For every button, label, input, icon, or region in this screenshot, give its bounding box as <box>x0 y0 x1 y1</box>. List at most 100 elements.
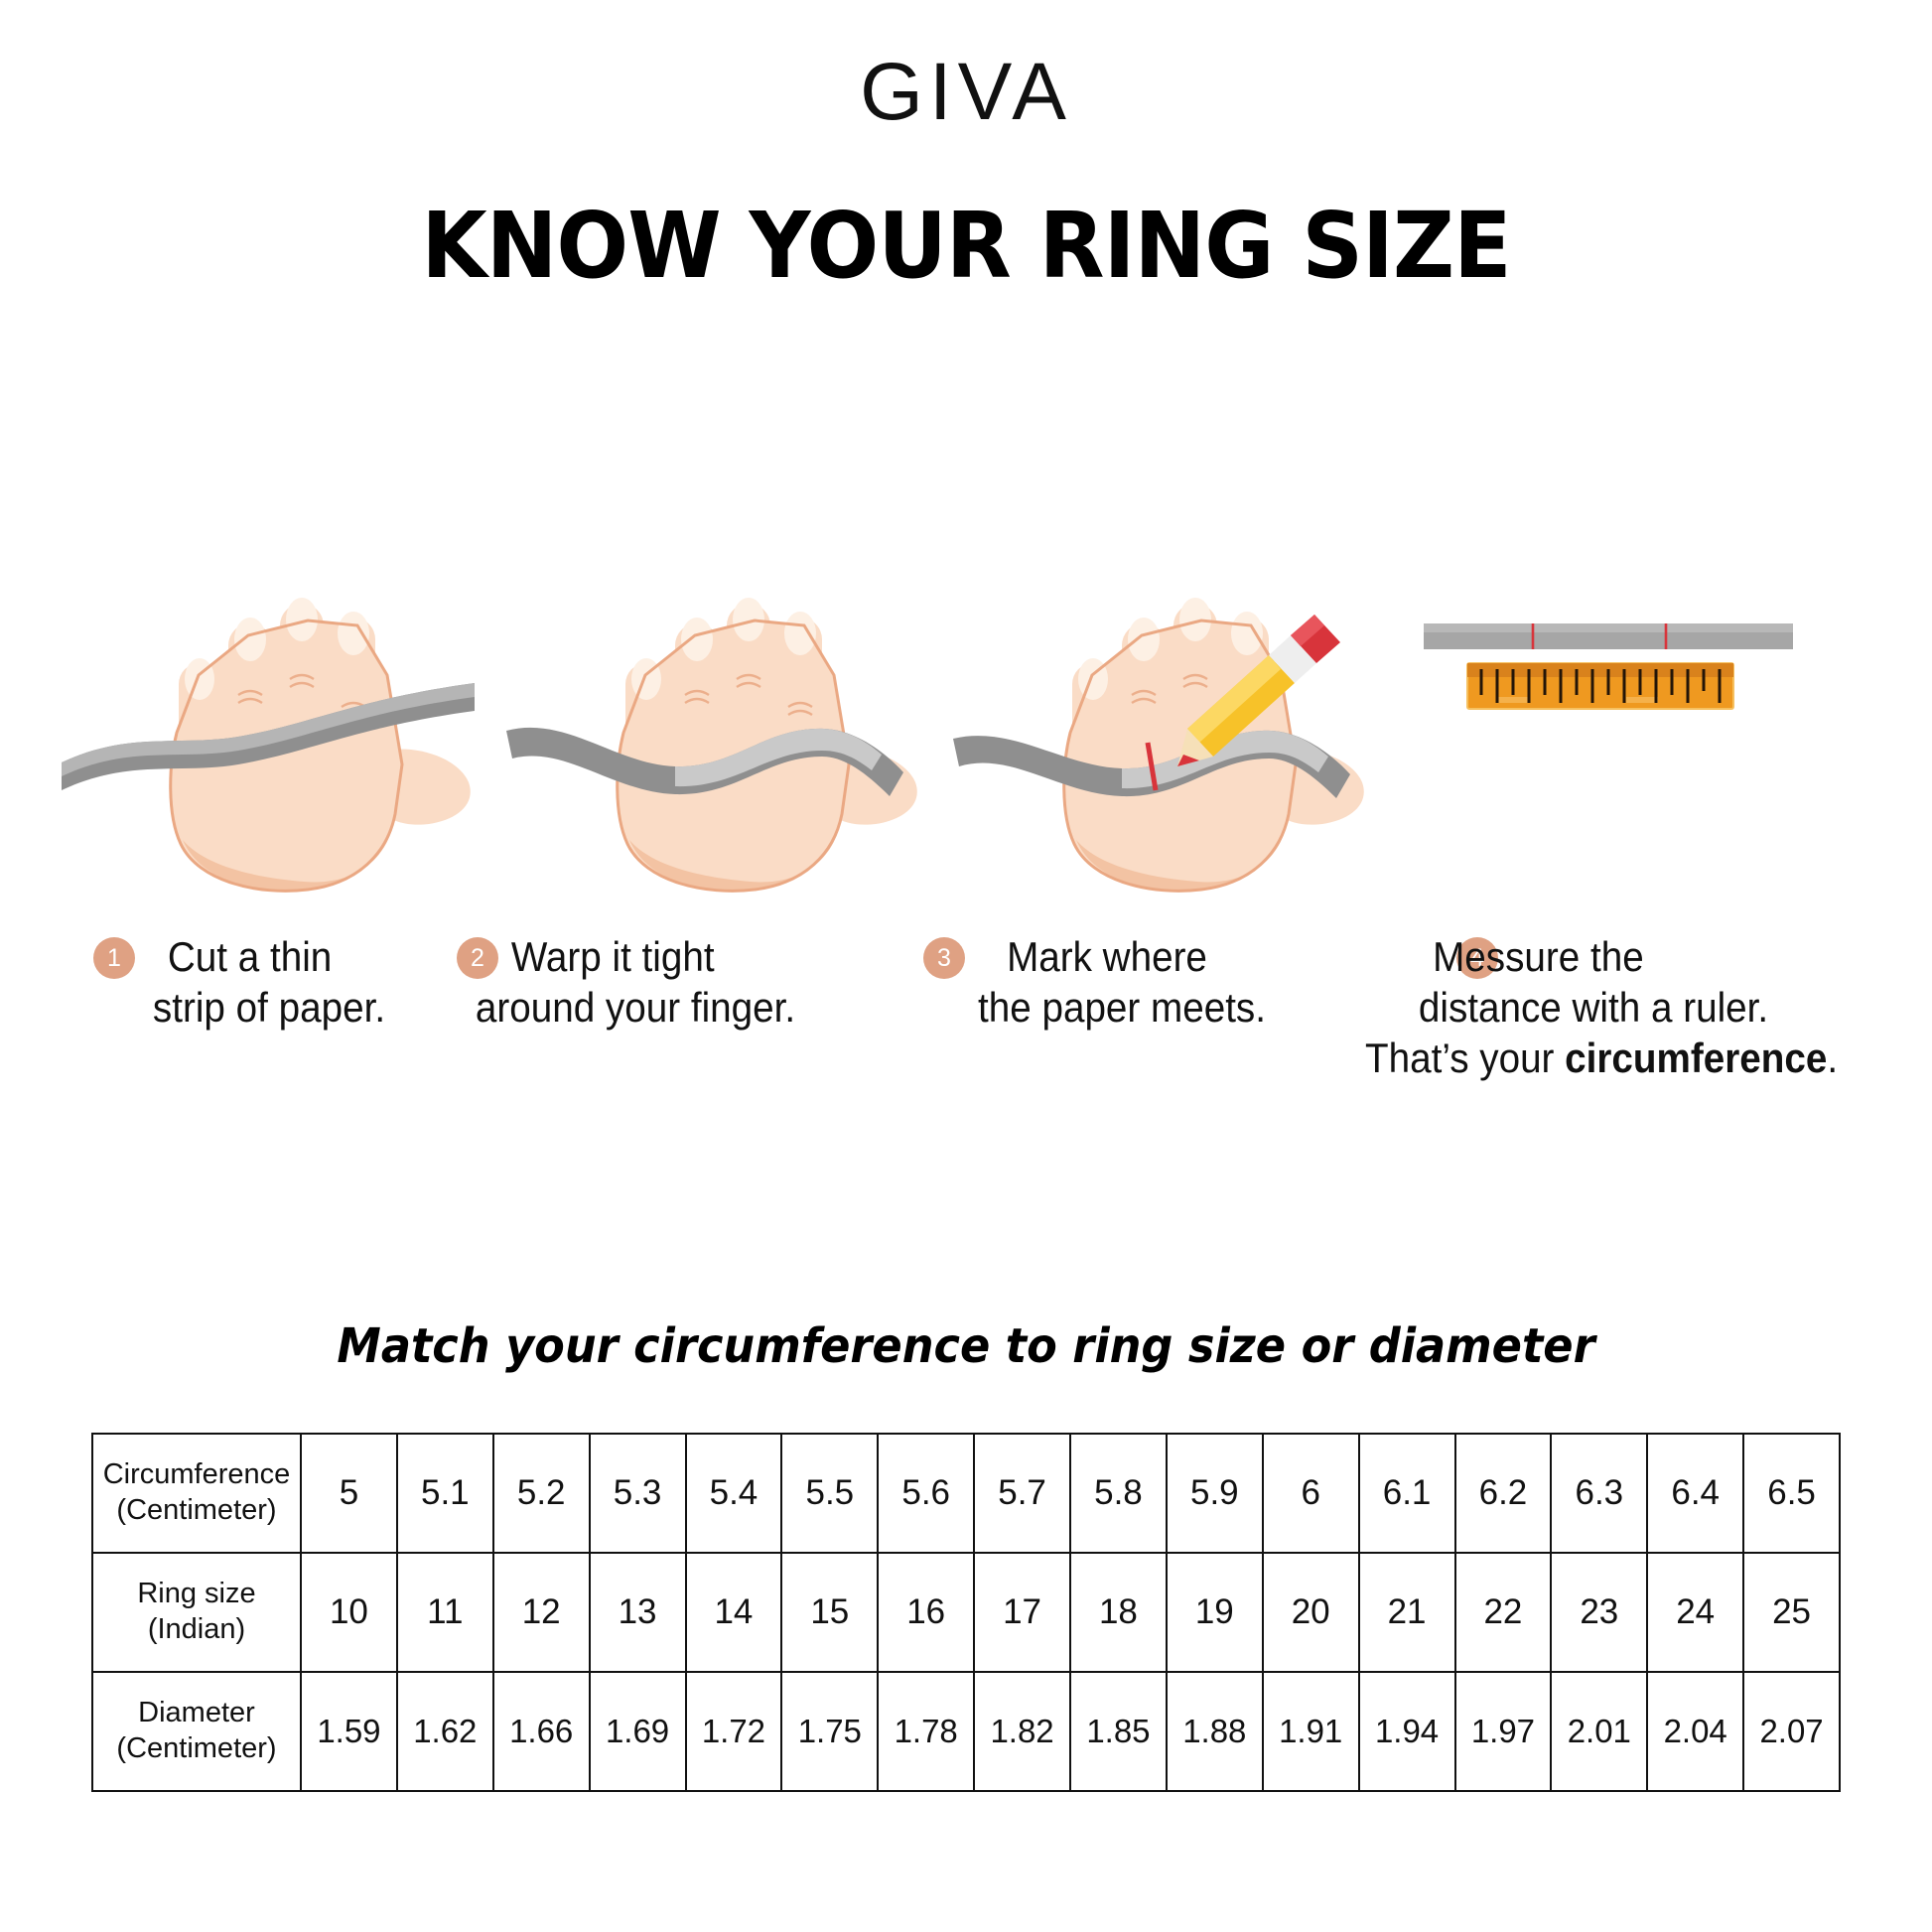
step-4-line-1: Messure the <box>1433 933 1644 980</box>
cell-ring-size-7: 17 <box>973 1552 1071 1673</box>
row-header-diameter-label: Diameter <box>138 1697 255 1729</box>
row-header-circumference: Circumference (Centimeter) <box>91 1433 302 1554</box>
cell-diameter-1: 1.62 <box>395 1671 494 1792</box>
cell-circumference-13: 6.3 <box>1550 1433 1649 1554</box>
cell-circumference-12: 6.2 <box>1453 1433 1553 1554</box>
cell-circumference-8: 5.8 <box>1069 1433 1168 1554</box>
cell-ring-size-13: 23 <box>1550 1552 1649 1673</box>
ring-size-table: Circumference (Centimeter) 5 5.1 5.2 5.3… <box>91 1433 1841 1792</box>
step-4-illustration <box>1410 606 1827 824</box>
cell-ring-size-11: 21 <box>1357 1552 1456 1673</box>
row-header-ring-size-label: Ring size <box>137 1578 256 1610</box>
steps-captions: 1 Cut a thin strip of paper. 2 Warp it t… <box>0 931 1932 1189</box>
step-2-line-1: Warp it tight <box>510 933 715 980</box>
cell-ring-size-9: 19 <box>1165 1552 1264 1673</box>
cell-ring-size-14: 24 <box>1646 1552 1745 1673</box>
cell-diameter-4: 1.72 <box>684 1671 783 1792</box>
step-1-line-1: Cut a thin <box>167 933 333 980</box>
row-header-diameter: Diameter (Centimeter) <box>91 1671 302 1792</box>
step-3-number-badge: 3 <box>923 937 965 979</box>
size-chart-table-wrapper: Circumference (Centimeter) 5 5.1 5.2 5.3… <box>91 1433 1841 1792</box>
step-4-line-3-prefix: That’s your <box>1365 1035 1566 1082</box>
size-table-body: Circumference (Centimeter) 5 5.1 5.2 5.3… <box>91 1433 1841 1792</box>
cell-circumference-3: 5.3 <box>588 1433 687 1554</box>
mark-red-line <box>1145 742 1159 791</box>
measured-paper-strip <box>1424 623 1793 649</box>
cell-diameter-5: 1.75 <box>780 1671 880 1792</box>
step-2-line-2: around your finger. <box>475 984 796 1032</box>
cell-ring-size-10: 20 <box>1261 1552 1360 1673</box>
cell-ring-size-8: 18 <box>1069 1552 1168 1673</box>
hand-graphic <box>169 598 471 893</box>
cell-ring-size-5: 15 <box>780 1552 880 1673</box>
cell-diameter-12: 1.97 <box>1453 1671 1553 1792</box>
cell-diameter-8: 1.85 <box>1069 1671 1168 1792</box>
step-1-number-badge: 1 <box>93 937 135 979</box>
cell-ring-size-2: 12 <box>491 1552 591 1673</box>
step-4-line-2: distance with a ruler. <box>1418 984 1769 1032</box>
cell-ring-size-15: 25 <box>1742 1552 1841 1673</box>
step-4-caption: 4 Messure the distance with a ruler. Tha… <box>1345 931 1842 1084</box>
table-row-ring-size: Ring size (Indian) 10 11 12 13 14 15 16 … <box>91 1552 1841 1673</box>
cell-circumference-10: 6 <box>1261 1433 1360 1554</box>
table-row-diameter: Diameter (Centimeter) 1.59 1.62 1.66 1.6… <box>91 1671 1841 1792</box>
table-row-circumference: Circumference (Centimeter) 5 5.1 5.2 5.3… <box>91 1433 1841 1554</box>
cell-ring-size-0: 10 <box>300 1552 398 1673</box>
cell-circumference-4: 5.4 <box>684 1433 783 1554</box>
cell-ring-size-6: 16 <box>877 1552 976 1673</box>
cell-circumference-9: 5.9 <box>1165 1433 1264 1554</box>
cell-diameter-2: 1.66 <box>491 1671 591 1792</box>
cell-ring-size-4: 14 <box>684 1552 783 1673</box>
cell-circumference-11: 6.1 <box>1357 1433 1456 1554</box>
cell-diameter-3: 1.69 <box>588 1671 687 1792</box>
hand-graphic <box>616 598 917 893</box>
brand-logo: GIVA <box>860 47 1072 137</box>
row-header-circumference-unit: (Centimeter) <box>116 1494 277 1526</box>
step-1-illustration <box>60 516 477 913</box>
cell-circumference-6: 5.6 <box>877 1433 976 1554</box>
step-2-caption: 2 Warp it tight around your finger. <box>427 931 844 1033</box>
cell-diameter-7: 1.82 <box>973 1671 1071 1792</box>
cell-circumference-5: 5.5 <box>780 1433 880 1554</box>
step-4-number-badge: 4 <box>1456 937 1498 979</box>
cell-diameter-14: 2.04 <box>1646 1671 1745 1792</box>
step-1-line-2: strip of paper. <box>152 984 386 1032</box>
step-4-line-3-suffix: . <box>1827 1035 1839 1082</box>
row-header-ring-size-unit: (Indian) <box>147 1613 246 1645</box>
cell-diameter-6: 1.78 <box>877 1671 976 1792</box>
cell-circumference-1: 5.1 <box>395 1433 494 1554</box>
cell-circumference-14: 6.4 <box>1646 1433 1745 1554</box>
cell-ring-size-12: 22 <box>1453 1552 1553 1673</box>
step-2-illustration <box>506 516 923 913</box>
step-3-caption: 3 Mark where the paper meets. <box>923 931 1320 1033</box>
cell-ring-size-1: 11 <box>395 1552 494 1673</box>
step-3-line-2: the paper meets. <box>978 984 1266 1032</box>
step-3-line-1: Mark where <box>1007 933 1207 980</box>
cell-ring-size-3: 13 <box>588 1552 687 1673</box>
cell-circumference-0: 5 <box>300 1433 398 1554</box>
ruler-graphic <box>1466 662 1734 710</box>
table-subtitle: Match your circumference to ring size or… <box>337 1318 1595 1374</box>
paper-strip-graphic <box>506 727 903 796</box>
pencil-graphic <box>1177 615 1340 766</box>
step-2-number-badge: 2 <box>457 937 498 979</box>
cell-diameter-9: 1.88 <box>1165 1671 1264 1792</box>
paper-strip-graphic <box>62 683 475 790</box>
step-1-caption: 1 Cut a thin strip of paper. <box>85 931 453 1033</box>
cell-circumference-7: 5.7 <box>973 1433 1071 1554</box>
row-header-ring-size: Ring size (Indian) <box>91 1552 302 1673</box>
cell-circumference-2: 5.2 <box>491 1433 591 1554</box>
row-header-circumference-label: Circumference <box>102 1458 291 1491</box>
row-header-diameter-unit: (Centimeter) <box>116 1732 277 1764</box>
cell-diameter-10: 1.91 <box>1261 1671 1360 1792</box>
cell-diameter-11: 1.94 <box>1357 1671 1456 1792</box>
cell-diameter-13: 2.01 <box>1550 1671 1649 1792</box>
step-3-illustration <box>953 516 1370 913</box>
steps-illustrations <box>0 516 1932 933</box>
step-4-circumference-emphasis: circumference <box>1565 1035 1828 1082</box>
paper-strip-graphic <box>953 730 1350 798</box>
cell-diameter-15: 2.07 <box>1742 1671 1841 1792</box>
step-4-line-3: That’s your circumference. <box>1365 1033 1838 1083</box>
cell-diameter-0: 1.59 <box>300 1671 398 1792</box>
